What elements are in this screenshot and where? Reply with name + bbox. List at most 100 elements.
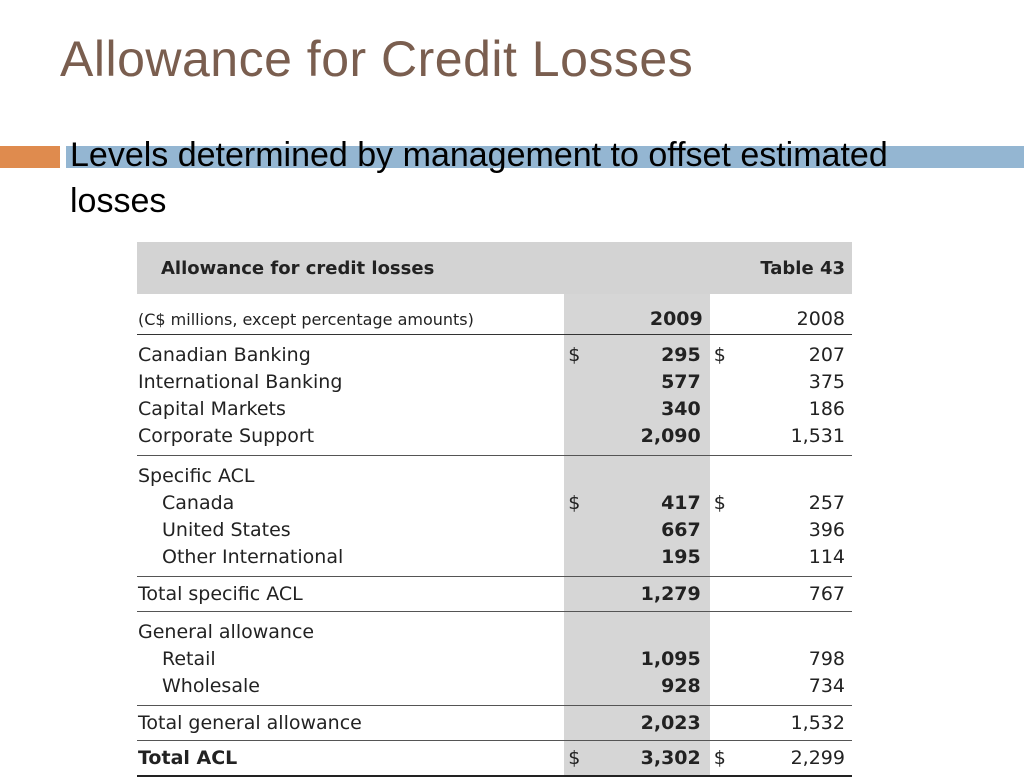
cell-value: 340 [661,397,701,420]
cell-value: 2,090 [640,424,701,447]
cell-value: 375 [808,370,845,393]
units-note: (C$ millions, except percentage amounts) [137,304,565,335]
table-header-row: Allowance for credit losses Table 43 [137,242,852,294]
dollar-sign: $ [568,491,581,514]
value-2009: 577 [564,368,710,395]
cell-value: 577 [661,370,701,393]
cell-value: 667 [661,518,701,541]
table-number: Table 43 [709,242,852,294]
acl-table: Allowance for credit losses Table 43 (C$… [137,242,852,777]
cell-value: 295 [661,343,701,366]
row-label: Capital Markets [137,395,564,422]
value-2008: 114 [709,543,852,577]
row-label-text: International Banking [138,370,343,393]
cell-value: 1,095 [640,647,701,670]
row-label: Canadian Banking [137,335,564,369]
row-label-text: Corporate Support [138,424,315,447]
value-2009: 1,279 [564,576,710,612]
table-row: International Banking 577 375 [137,368,852,395]
dollar-sign: $ [713,491,726,514]
row-label-text: United States [162,518,291,541]
cell-value: 1,279 [640,583,701,605]
cell-value: 417 [661,491,701,514]
bullet-text: Levels determined by management to offse… [70,136,888,220]
value-2008: $207 [710,335,852,369]
cell-value: 3,302 [640,747,701,769]
value-2009: $417 [564,489,710,516]
specific-acl-heading-row: Specific ACL [137,455,852,490]
value-2009: 2,023 [564,705,710,741]
row-label: Total ACL [137,740,565,777]
value-2009: 195 [564,543,710,577]
table-row: Other International 195 114 [137,543,852,577]
row-label-text: Total ACL [138,747,238,769]
value-2009: $295 [564,334,710,368]
row-label-text: Other International [162,545,344,568]
value-2008: 375 [710,368,852,395]
row-label: Retail [137,645,564,672]
value-2009: 1,095 [564,645,710,672]
table-row: Retail 1,095 798 [137,645,852,672]
row-label-text: Wholesale [162,674,260,697]
value-2009: 340 [564,395,710,422]
row-label: Corporate Support [137,422,565,456]
row-label: Total general allowance [137,705,565,741]
table-title: Allowance for credit losses [137,242,710,294]
row-label: Canada [137,489,564,516]
value-2008: 1,532 [709,705,852,741]
table-row: Corporate Support 2,090 1,531 [137,422,852,456]
row-label: United States [137,516,564,543]
value-2008: 1,531 [709,422,852,456]
slide-title: Allowance for Credit Losses [60,31,694,87]
table-row: Canada $417 $257 [137,489,852,516]
row-label-text: Retail [162,647,216,670]
row-label: Wholesale [137,672,565,706]
row-label-text: Total specific ACL [138,583,303,605]
dollar-sign: $ [713,343,726,366]
value-2009: $3,302 [564,740,710,777]
cell-value: 257 [808,491,845,514]
cell-value: 928 [661,674,701,697]
row-label-text: Canadian Banking [138,343,311,366]
year-2008-header: 2008 [709,304,852,335]
row-label-text: General allowance [138,620,315,643]
table-row: United States 667 396 [137,516,852,543]
row-label-text: Canada [162,491,235,514]
cell-value: 798 [808,647,845,670]
value-2008: 798 [710,645,852,672]
cell-value: 396 [808,518,845,541]
dollar-sign: $ [568,343,581,366]
table-spacer [137,294,852,304]
cell-value: 195 [661,545,701,568]
cell-value: 734 [808,674,845,697]
table-column-header-row: (C$ millions, except percentage amounts)… [137,304,852,335]
value-2008: $257 [710,489,852,516]
cell-value: 2,023 [640,712,701,734]
total-acl-row: Total ACL $3,302 $2,299 [137,740,852,777]
cell-value: 1,531 [790,424,845,447]
table-row: Total general allowance 2,023 1,532 [137,705,852,741]
row-label: Other International [137,543,565,577]
table-row: Capital Markets 340 186 [137,395,852,422]
table-row: Wholesale 928 734 [137,672,852,706]
dollar-sign: $ [568,747,581,769]
value-2008: $2,299 [709,740,852,777]
general-allowance-heading-row: General allowance [137,611,852,646]
accent-bar-blue [66,146,1024,168]
section-heading: Specific ACL [137,456,564,490]
cell-value: 767 [808,583,845,605]
value-2008: 396 [710,516,852,543]
accent-bar-orange [0,146,60,168]
cell-value: 114 [808,545,845,568]
value-2009: 2,090 [564,422,710,456]
row-label-text: Capital Markets [138,397,286,420]
value-2008: 767 [709,576,852,612]
cell-value: 207 [808,343,845,366]
cell-value: 1,532 [790,712,845,734]
table-row: Canadian Banking $295 $207 [137,334,852,369]
cell-value: 2,299 [790,747,845,769]
row-label: International Banking [137,368,564,395]
section-heading: General allowance [137,612,564,646]
table-row: Total specific ACL 1,279 767 [137,576,852,612]
row-label-text: Specific ACL [138,464,255,487]
